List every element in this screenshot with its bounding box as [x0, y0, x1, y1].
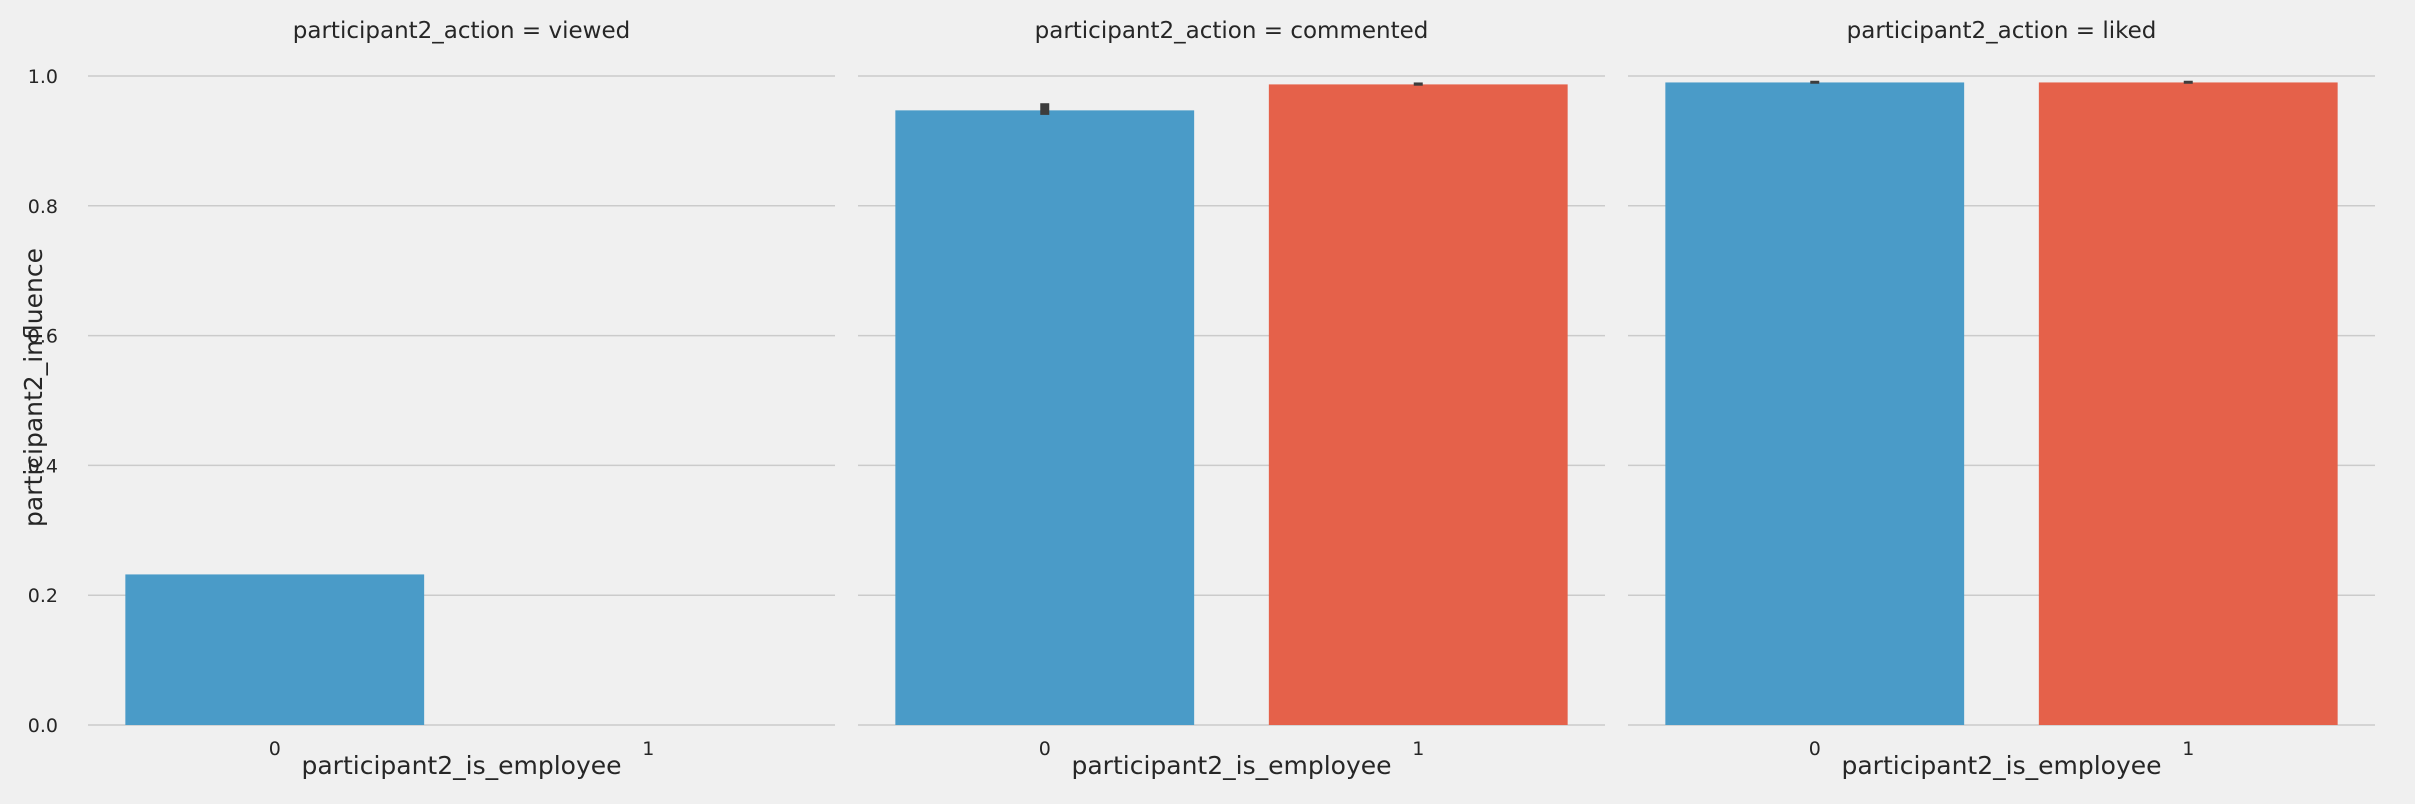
y-tick-label: 0.2 — [28, 585, 58, 607]
y-tick-label: 0.4 — [28, 455, 58, 477]
bar-1 — [2038, 82, 2338, 726]
facet-title: participant2_action = liked — [1847, 18, 2157, 44]
facet-panel-1: 0 1 participant2_action = commented partici… — [858, 18, 1605, 780]
y-tick-label: 0.8 — [28, 196, 58, 218]
y-tick-label: 1.0 — [28, 66, 58, 88]
x-axis-label: participant2_is_employee — [301, 751, 621, 780]
facet-title: participant2_action = commented — [1035, 18, 1429, 44]
y-tick-label: 0.0 — [28, 715, 58, 737]
facet-panel-0: 0.0 0.2 0.4 0.6 0.8 1.0 0 1 participant2_action … — [19, 18, 835, 780]
x-axis-label: participant2_is_employee — [1071, 751, 1391, 780]
x-tick-label: 0 — [1809, 738, 1821, 760]
facet-title: participant2_action = viewed — [293, 18, 630, 44]
x-tick-label: 1 — [642, 738, 654, 760]
x-axis-label: participant2_is_employee — [1841, 751, 2161, 780]
bar-0 — [895, 110, 1195, 725]
facet-panel-2: 0 1 participant2_action = liked participant… — [1628, 18, 2375, 780]
bar-0 — [125, 574, 425, 725]
x-tick-label: 0 — [1039, 738, 1051, 760]
bar-0 — [1665, 82, 1965, 726]
bar-1 — [1268, 84, 1568, 725]
x-tick-label: 0 — [269, 738, 281, 760]
y-axis-label: participant2_influence — [19, 248, 48, 527]
x-tick-label: 1 — [2182, 738, 2194, 760]
y-tick-label: 0.6 — [28, 326, 58, 348]
x-tick-label: 1 — [1412, 738, 1424, 760]
